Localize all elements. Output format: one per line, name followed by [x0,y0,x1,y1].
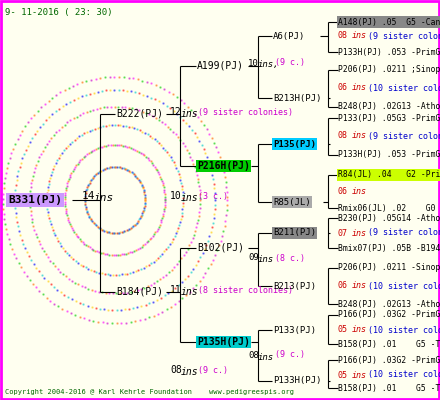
Text: ins: ins [352,84,367,92]
Text: B331(PJ): B331(PJ) [8,195,62,205]
Text: A199(PJ): A199(PJ) [197,61,244,71]
Text: P133(PJ) .05G3 -PrimGreen00: P133(PJ) .05G3 -PrimGreen00 [338,114,440,122]
Text: P206(PJ) .0211 -SinopEgg86R: P206(PJ) .0211 -SinopEgg86R [338,264,440,272]
Text: (10 sister colonies): (10 sister colonies) [368,282,440,290]
Text: ins: ins [352,282,367,290]
Text: Bmix07(PJ) .05B -B194(2x)+B3: Bmix07(PJ) .05B -B194(2x)+B3 [338,244,440,252]
Text: 11: 11 [170,285,182,295]
Text: B248(PJ) .02G13 -AthosSt80R: B248(PJ) .02G13 -AthosSt80R [338,102,440,112]
Text: 08: 08 [338,32,348,40]
Text: P133H(PJ): P133H(PJ) [273,376,321,386]
Text: B248(PJ) .02G13 -AthosSt80R: B248(PJ) .02G13 -AthosSt80R [338,300,440,308]
Text: 05: 05 [338,326,348,334]
Text: P166(PJ) .03G2 -PrimGreen00: P166(PJ) .03G2 -PrimGreen00 [338,356,440,364]
Text: ins: ins [181,193,198,203]
Text: P206(PJ) .0211 ;SinopEgg86R: P206(PJ) .0211 ;SinopEgg86R [338,66,440,74]
Text: B158(PJ) .01    G5 -Takab93R: B158(PJ) .01 G5 -Takab93R [338,384,440,392]
Text: (8 c.): (8 c.) [275,254,305,262]
Text: (9 sister colonies): (9 sister colonies) [368,32,440,40]
Text: ins: ins [352,132,367,140]
Text: A6(PJ): A6(PJ) [273,32,305,40]
Text: 09: 09 [248,254,259,262]
Text: ins: ins [181,109,198,119]
Text: 06: 06 [338,84,348,92]
Text: 06: 06 [338,282,348,290]
Text: 07: 07 [338,228,348,238]
Text: 08: 08 [338,132,348,140]
Text: 06: 06 [338,186,348,196]
Text: Copyright 2004-2016 @ Karl Kehrle Foundation    www.pedigreespis.org: Copyright 2004-2016 @ Karl Kehrle Founda… [5,389,294,395]
Text: P166(PJ) .03G2 -PrimGreen00: P166(PJ) .03G2 -PrimGreen00 [338,310,440,320]
Text: (9 sister colonies): (9 sister colonies) [368,228,440,238]
Text: R84(JL) .04   G2 -PrimRed01: R84(JL) .04 G2 -PrimRed01 [338,170,440,180]
Text: ins: ins [352,186,367,196]
Text: ins: ins [94,193,114,203]
Text: ins: ins [181,287,198,297]
Text: (9 sister colonies): (9 sister colonies) [368,132,440,140]
Text: 08: 08 [248,350,259,360]
Text: P133H(PJ) .053 -PrimGreen00: P133H(PJ) .053 -PrimGreen00 [338,150,440,160]
Text: (10 sister colonies): (10 sister colonies) [368,84,440,92]
Text: 10: 10 [248,58,259,68]
Text: B213(PJ): B213(PJ) [273,282,316,290]
Text: B184(PJ): B184(PJ) [116,287,163,297]
Text: P216H(PJ): P216H(PJ) [197,161,250,171]
Text: P135(PJ): P135(PJ) [273,140,316,148]
Text: (10 sister colonies): (10 sister colonies) [368,370,440,380]
Text: 08: 08 [170,365,182,375]
Text: ins: ins [258,352,274,362]
Text: B213H(PJ): B213H(PJ) [273,94,321,102]
Text: P133(PJ): P133(PJ) [273,326,316,334]
Text: ins,: ins, [258,60,279,70]
Text: (8 sister colonies): (8 sister colonies) [198,286,293,294]
Text: ins: ins [352,326,367,334]
Text: 05: 05 [338,370,348,380]
Text: 14: 14 [82,191,95,201]
Text: 9- 11-2016 ( 23: 30): 9- 11-2016 ( 23: 30) [5,8,113,17]
Text: (9 c.): (9 c.) [275,350,305,360]
Text: ins: ins [258,256,274,264]
Text: 10: 10 [170,191,182,201]
Text: (3 c.): (3 c.) [198,192,228,200]
Text: B230(PJ) .05G14 -AthosSt80R: B230(PJ) .05G14 -AthosSt80R [338,214,440,222]
Text: R85(JL): R85(JL) [273,198,311,206]
Text: 12: 12 [170,107,182,117]
Text: Rmix06(JL) .02    G0 -Russish: Rmix06(JL) .02 G0 -Russish [338,204,440,212]
Text: (9 sister colonies): (9 sister colonies) [198,108,293,116]
Text: ins: ins [181,367,198,377]
Text: ins: ins [352,32,367,40]
Text: B222(PJ): B222(PJ) [116,109,163,119]
Text: P133H(PJ) .053 -PrimGreen00: P133H(PJ) .053 -PrimGreen00 [338,48,440,56]
Text: B211(PJ): B211(PJ) [273,228,316,238]
Text: ins: ins [352,370,367,380]
Text: (10 sister colonies): (10 sister colonies) [368,326,440,334]
Text: B158(PJ) .01    G5 -Takab93R: B158(PJ) .01 G5 -Takab93R [338,340,440,348]
Text: P135H(PJ): P135H(PJ) [197,337,250,347]
Text: (9 c.): (9 c.) [275,58,305,68]
Text: ins: ins [352,228,367,238]
Text: B102(PJ): B102(PJ) [197,243,244,253]
Text: (9 c.): (9 c.) [198,366,228,374]
Text: A148(PJ) .05  G5 -Cankiri97Q: A148(PJ) .05 G5 -Cankiri97Q [338,18,440,26]
